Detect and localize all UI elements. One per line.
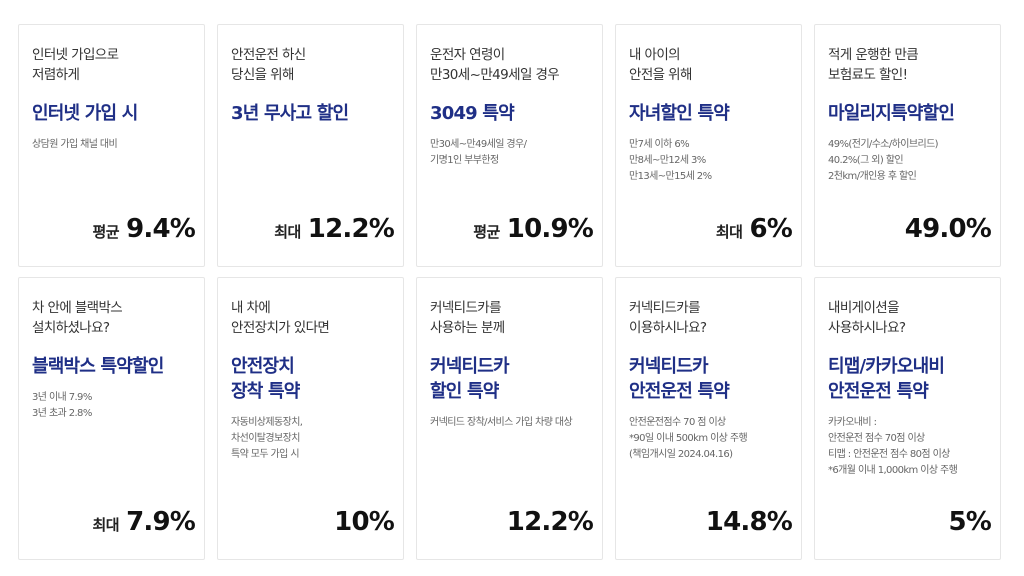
card-description: 카카오내비 : 안전운전 점수 70점 이상 티맵 : 안전운전 점수 80점 … — [828, 417, 958, 476]
card-caption: 커넥티드카를 사용하는 분께 — [430, 300, 505, 336]
card-value-prefix: 평균 — [473, 223, 500, 241]
card-caption: 차 안에 블랙박스 설치하셨나요? — [32, 300, 123, 336]
card-title: 커넥티드카 안전운전 특약 — [629, 356, 730, 402]
card-description: 자동비상제동장치, 차선이탈경보장치 특약 모두 가입 시 — [231, 417, 303, 460]
card-value: 49.0% — [904, 214, 992, 244]
card-value-prefix: 최대 — [715, 223, 743, 241]
card-value: 12.2% — [506, 507, 594, 537]
card-value: 10.9% — [506, 214, 594, 244]
card-title: 블랙박스 특약할인 — [32, 356, 164, 377]
discount-card-internet[interactable]: 인터넷 가입으로 저렴하게 인터넷 가입 시 상담원 가입 채널 대비 평균 9… — [18, 24, 205, 267]
card-value-group: 10% — [327, 507, 395, 537]
card-value-group: 평균 9.4% — [92, 214, 195, 244]
card-value: 6% — [749, 214, 792, 244]
card-value-group: 12.2% — [500, 507, 594, 537]
card-caption: 인터넷 가입으로 저렴하게 — [32, 47, 119, 83]
card-description: 커넥티드 장착/서비스 가입 차량 대상 — [430, 417, 573, 428]
card-value-group: 14.8% — [699, 507, 793, 537]
card-description: 안전운전점수 70 점 이상 *90일 이내 500km 이상 주행 (책임개시… — [629, 417, 748, 460]
card-caption: 안전운전 하신 당신을 위해 — [231, 47, 306, 83]
card-value-group: 최대 7.9% — [92, 507, 195, 537]
discount-card-child[interactable]: 내 아이의 안전을 위해 자녀할인 특약 만7세 이하 6% 만8세~만12세 … — [615, 24, 802, 267]
card-caption: 커넥티드카를 이용하시나요? — [629, 300, 707, 336]
card-title: 안전장치 장착 특약 — [231, 356, 300, 402]
discount-card-no-accident[interactable]: 안전운전 하신 당신을 위해 3년 무사고 할인 최대 12.2% — [217, 24, 404, 267]
card-description: 상담원 가입 채널 대비 — [32, 139, 118, 150]
card-description: 3년 이내 7.9% 3년 초과 2.8% — [32, 392, 92, 419]
card-title: 3년 무사고 할인 — [231, 103, 349, 124]
card-title: 인터넷 가입 시 — [32, 103, 138, 124]
card-description: 만7세 이하 6% 만8세~만12세 3% 만13세~만15세 2% — [629, 139, 712, 182]
discount-card-navigation[interactable]: 내비게이션을 사용하시나요? 티맵/카카오내비 안전운전 특약 카카오내비 : … — [814, 277, 1001, 560]
discount-card-safety-device[interactable]: 내 차에 안전장치가 있다면 안전장치 장착 특약 자동비상제동장치, 차선이탈… — [217, 277, 404, 560]
card-title: 마일리지특약할인 — [828, 103, 955, 124]
card-title: 커넥티드카 할인 특약 — [430, 356, 510, 402]
card-value: 10% — [334, 507, 395, 537]
card-value-group: 49.0% — [898, 214, 992, 244]
card-value-group: 최대 6% — [715, 214, 793, 244]
card-value-prefix: 최대 — [92, 516, 120, 534]
card-caption: 내 차에 안전장치가 있다면 — [231, 300, 330, 336]
card-description: 49%(전기/수소/하이브리드) 40.2%(그 외) 할인 2천km/개인용 … — [828, 139, 939, 182]
discount-card-connected-car[interactable]: 커넥티드카를 사용하는 분께 커넥티드카 할인 특약 커넥티드 장착/서비스 가… — [416, 277, 603, 560]
card-caption: 내 아이의 안전을 위해 — [629, 47, 692, 83]
card-caption: 운전자 연령이 만30세~만49세일 경우 — [430, 47, 560, 83]
card-value-prefix: 최대 — [274, 223, 301, 241]
discount-card-grid: 인터넷 가입으로 저렴하게 인터넷 가입 시 상담원 가입 채널 대비 평균 9… — [18, 24, 1001, 560]
card-value-prefix: 평균 — [92, 223, 120, 241]
discount-card-3049[interactable]: 운전자 연령이 만30세~만49세일 경우 3049 특약 만30세~만49세일… — [416, 24, 603, 267]
card-title: 3049 특약 — [430, 103, 515, 124]
card-description: 만30세~만49세일 경우/ 기명1인 부부한정 — [430, 139, 527, 166]
card-caption: 내비게이션을 사용하시나요? — [828, 300, 906, 336]
discount-card-blackbox[interactable]: 차 안에 블랙박스 설치하셨나요? 블랙박스 특약할인 3년 이내 7.9% 3… — [18, 277, 205, 560]
discount-card-mileage[interactable]: 적게 운행한 만큼 보험료도 할인! 마일리지특약할인 49%(전기/수소/하이… — [814, 24, 1001, 267]
card-value-group: 평균 10.9% — [473, 214, 594, 244]
card-value: 14.8% — [705, 507, 793, 537]
card-value-group: 5% — [941, 507, 991, 537]
card-value: 12.2% — [307, 214, 395, 244]
card-title: 자녀할인 특약 — [629, 103, 730, 124]
card-title: 티맵/카카오내비 안전운전 특약 — [828, 356, 945, 402]
card-caption: 적게 운행한 만큼 보험료도 할인! — [828, 47, 919, 83]
discount-card-connected-safe-driving[interactable]: 커넥티드카를 이용하시나요? 커넥티드카 안전운전 특약 안전운전점수 70 점… — [615, 277, 802, 560]
card-value: 9.4% — [126, 214, 196, 244]
card-value-group: 최대 12.2% — [274, 214, 395, 244]
card-value: 7.9% — [126, 507, 196, 537]
card-value: 5% — [948, 507, 991, 537]
